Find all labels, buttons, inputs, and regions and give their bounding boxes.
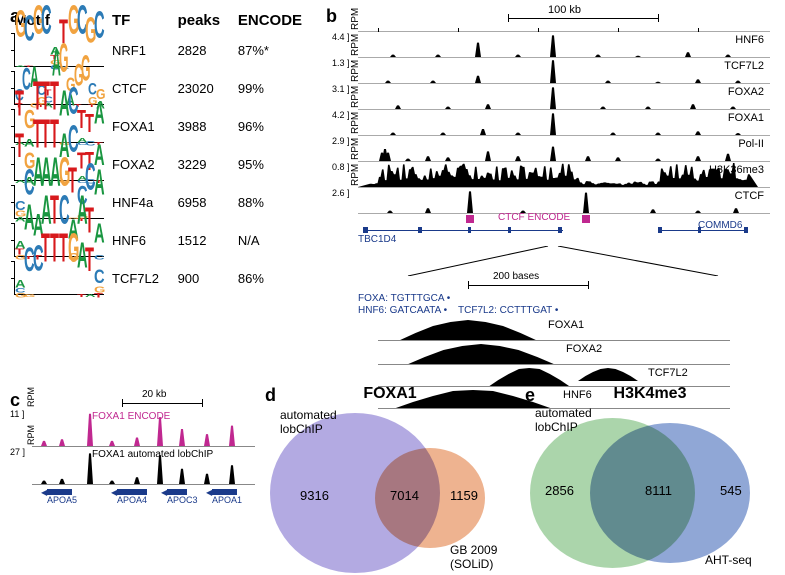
venn-e-label2: AHT-seq bbox=[705, 553, 752, 567]
panel-e: H3K4me3 automated lobChIP 2856 8111 545 … bbox=[525, 385, 775, 573]
gene-tbc1d4: TBC1D4 bbox=[358, 234, 396, 245]
panel-b: 100 kb RPM4.4 ]HNF6RPM1.3 ]TCF7L2RPM3.1 … bbox=[330, 10, 770, 409]
venn-e-label1: automated lobChIP bbox=[535, 406, 592, 434]
tracks-c: RPM11 ]FOXA1 ENCODERPM27 ]FOXA1 automate… bbox=[10, 409, 255, 485]
track-foxa2: RPM3.1 ]FOXA2 bbox=[358, 84, 770, 110]
tf-tf: HNF4a bbox=[108, 183, 174, 221]
tf-peaks: 1512 bbox=[174, 221, 234, 259]
panel-c: 20 kb RPM11 ]FOXA1 ENCODERPM27 ]FOXA1 au… bbox=[10, 395, 255, 505]
tf-peaks: 3988 bbox=[174, 107, 234, 145]
tf-encode: 86% bbox=[234, 259, 320, 297]
venn-e-val1: 2856 bbox=[545, 483, 574, 498]
track-hnf6: RPM4.4 ]HNF6 bbox=[358, 32, 770, 58]
tf-tf: CTCF bbox=[108, 69, 174, 107]
gene-commd6: COMMD6 bbox=[698, 220, 742, 231]
tf-encode: 88% bbox=[234, 183, 320, 221]
motif-labels: FOXA: TGTTTGCA • HNF6: GATCAATA • TCF7L2… bbox=[358, 293, 770, 317]
scale-bar-zoom: 200 bases bbox=[358, 279, 770, 293]
tf-tf: FOXA2 bbox=[108, 145, 174, 183]
sequence-logo: GCAGCCTTTGTAATTGC bbox=[14, 261, 104, 295]
motif-line-2: HNF6: GATCAATA • TCF7L2: CCTTTGAT • bbox=[358, 305, 770, 317]
panel-a: Motif TF peaks ENCODE AGTCGCCGTACTGCGCNR… bbox=[10, 10, 320, 297]
gene-annotation: TBC1D4 COMMD6 bbox=[358, 224, 770, 246]
scale-bar-c: 20 kb bbox=[32, 395, 255, 409]
track-foxa1: RPM4.2 ]FOXA1 bbox=[358, 110, 770, 136]
track-tcf7l2: RPM1.3 ]TCF7L2 bbox=[358, 58, 770, 84]
tf-encode: 99% bbox=[234, 69, 320, 107]
tf-encode: N/A bbox=[234, 221, 320, 259]
tf-tf: FOXA1 bbox=[108, 107, 174, 145]
pc-track: RPM11 ]FOXA1 ENCODE bbox=[32, 409, 255, 447]
col-encode: ENCODE bbox=[234, 10, 320, 31]
scale-bar-top: 100 kb bbox=[358, 10, 770, 24]
tf-encode: 87%* bbox=[234, 31, 320, 69]
tf-peaks: 6958 bbox=[174, 183, 234, 221]
venn-d: automated lobChIP 9316 7014 1159 GB 2009… bbox=[265, 403, 505, 573]
pileup-tcf7l2: TCF7L2 bbox=[358, 365, 770, 387]
pc-track: RPM27 ]FOXA1 automated lobChIP bbox=[32, 447, 255, 485]
venn-d-val2: 1159 bbox=[450, 488, 478, 503]
tf-peaks: 2828 bbox=[174, 31, 234, 69]
track-ctcf: RPM2.6 ]CTCF bbox=[358, 188, 770, 214]
tf-encode: 96% bbox=[234, 107, 320, 145]
gene-apoa4: APOA4 bbox=[117, 495, 147, 505]
tf-peaks: 23020 bbox=[174, 69, 234, 107]
venn-d-label2: GB 2009 (SOLiD) bbox=[450, 543, 497, 571]
venn-d-overlap: 7014 bbox=[390, 488, 419, 503]
venn-e: automated lobChIP 2856 8111 545 AHT-seq bbox=[525, 403, 765, 573]
tf-peaks: 3229 bbox=[174, 145, 234, 183]
col-peaks: peaks bbox=[174, 10, 234, 31]
track-pol-ii: RPM2.9 ]Pol-II bbox=[358, 136, 770, 162]
scale-label-zoom: 200 bases bbox=[493, 271, 539, 282]
tf-encode: 95% bbox=[234, 145, 320, 183]
scale-label-c: 20 kb bbox=[142, 389, 166, 400]
pileup-foxa1: FOXA1 bbox=[358, 317, 770, 341]
venn-d-title: FOXA1 bbox=[265, 385, 515, 403]
col-tf: TF bbox=[108, 10, 174, 31]
pileup-foxa2: FOXA2 bbox=[358, 341, 770, 365]
track-h3k36me3: RPM0.8 ]H3K36me3 bbox=[358, 162, 770, 188]
venn-e-overlap: 8111 bbox=[645, 483, 672, 498]
gene-apoa5: APOA5 bbox=[47, 495, 77, 505]
tf-peaks: 900 bbox=[174, 259, 234, 297]
gene-track-c: ◀APOA5◀APOA4◀APOC3◀APOA1 bbox=[32, 485, 255, 505]
tf-tf: HNF6 bbox=[108, 221, 174, 259]
ctcf-encode-label: CTCF ENCODE bbox=[498, 212, 570, 223]
tf-table: Motif TF peaks ENCODE AGTCGCCGTACTGCGCNR… bbox=[10, 10, 320, 297]
gene-apoa1: APOA1 bbox=[212, 495, 242, 505]
venn-e-title: H3K4me3 bbox=[525, 385, 775, 403]
panel-d: FOXA1 automated lobChIP 9316 7014 1159 G… bbox=[265, 385, 515, 573]
tf-tf: NRF1 bbox=[108, 31, 174, 69]
zoom-lines bbox=[358, 246, 758, 276]
scale-label-top: 100 kb bbox=[548, 4, 581, 16]
venn-d-label1: automated lobChIP bbox=[280, 408, 337, 436]
tf-tf: TCF7L2 bbox=[108, 259, 174, 297]
gene-apoc3: APOC3 bbox=[167, 495, 198, 505]
motif-line-1: FOXA: TGTTTGCA • bbox=[358, 293, 770, 305]
venn-d-val1: 9316 bbox=[300, 488, 329, 503]
tracks-container: RPM4.4 ]HNF6RPM1.3 ]TCF7L2RPM3.1 ]FOXA2R… bbox=[330, 32, 770, 214]
venn-e-val2: 545 bbox=[720, 483, 742, 498]
